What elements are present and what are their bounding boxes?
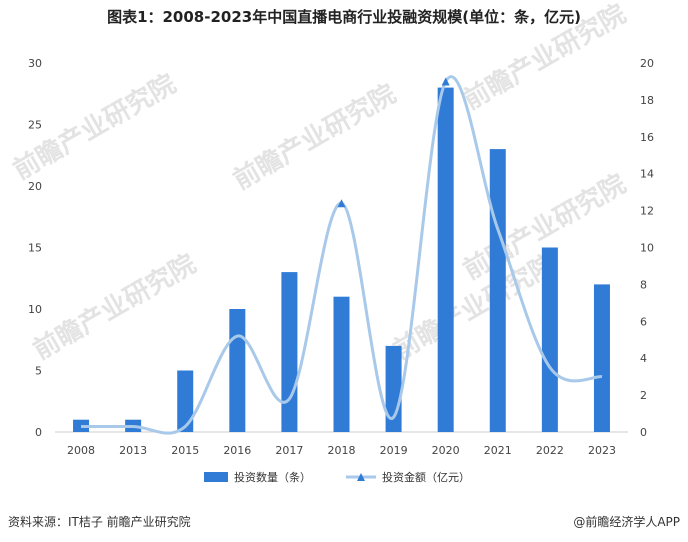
x-tick-label: 2020 [432, 444, 460, 457]
legend-bar-label: 投资数量（条） [234, 470, 311, 484]
source-note: 资料来源：IT桔子 前瞻产业研究院 [8, 515, 191, 529]
right-tick-label: 20 [640, 57, 654, 70]
right-tick-label: 12 [640, 205, 654, 218]
x-tick-label: 2023 [588, 444, 616, 457]
line-series [81, 75, 603, 435]
right-tick-label: 16 [640, 131, 654, 144]
watermark-text: 前瞻产业研究院 [458, 0, 631, 116]
x-tick-label: 2022 [536, 444, 564, 457]
bar-series [73, 87, 610, 432]
x-tick-label: 2015 [171, 444, 199, 457]
line-marker [441, 77, 450, 86]
left-tick-label: 20 [28, 180, 42, 193]
bar [177, 370, 194, 432]
bar [333, 296, 350, 432]
line-markers [337, 77, 450, 208]
line-marker [337, 199, 346, 208]
brand-credit: @前瞻经济学人APP [573, 515, 680, 529]
bar [489, 149, 506, 432]
legend-line-marker [357, 473, 365, 481]
bar [437, 87, 454, 432]
left-axis-ticks: 0 5 10 15 20 25 30 [28, 57, 42, 439]
right-tick-label: 14 [640, 168, 654, 181]
watermark-text: 前瞻产业研究院 [228, 78, 401, 196]
right-tick-label: 18 [640, 94, 654, 107]
right-tick-label: 10 [640, 242, 654, 255]
left-tick-label: 0 [35, 426, 42, 439]
right-tick-label: 2 [640, 389, 647, 402]
bar [541, 247, 558, 432]
x-axis-ticks: 2008 2013 2015 2016 2017 2018 2019 2020 2021 2022… [67, 444, 616, 457]
x-tick-label: 2016 [223, 444, 251, 457]
x-tick-label: 2019 [380, 444, 408, 457]
right-tick-label: 8 [640, 278, 647, 291]
left-tick-label: 30 [28, 57, 42, 70]
right-axis-ticks: 0 2 4 6 8 10 12 14 16 18 20 [640, 57, 654, 439]
x-tick-label: 2008 [67, 444, 95, 457]
legend-bar-swatch [204, 472, 228, 482]
chart-title: 图表1：2008-2023年中国直播电商行业投融资规模(单位：条，亿元) [107, 8, 581, 26]
bar [281, 272, 298, 432]
left-tick-label: 15 [28, 242, 42, 255]
x-tick-label: 2021 [484, 444, 512, 457]
right-tick-label: 4 [640, 352, 647, 365]
left-tick-label: 10 [28, 303, 42, 316]
x-tick-label: 2013 [119, 444, 147, 457]
right-tick-label: 6 [640, 315, 647, 328]
watermark-text: 前瞻产业研究院 [28, 248, 201, 366]
bar [229, 309, 246, 432]
right-tick-label: 0 [640, 426, 647, 439]
left-tick-label: 5 [35, 365, 42, 378]
legend: 投资数量（条） 投资金额（亿元） [204, 470, 470, 484]
x-tick-label: 2018 [328, 444, 356, 457]
left-tick-label: 25 [28, 119, 42, 132]
bar [593, 284, 610, 432]
legend-line-label: 投资金额（亿元） [382, 470, 470, 484]
x-tick-label: 2017 [275, 444, 303, 457]
